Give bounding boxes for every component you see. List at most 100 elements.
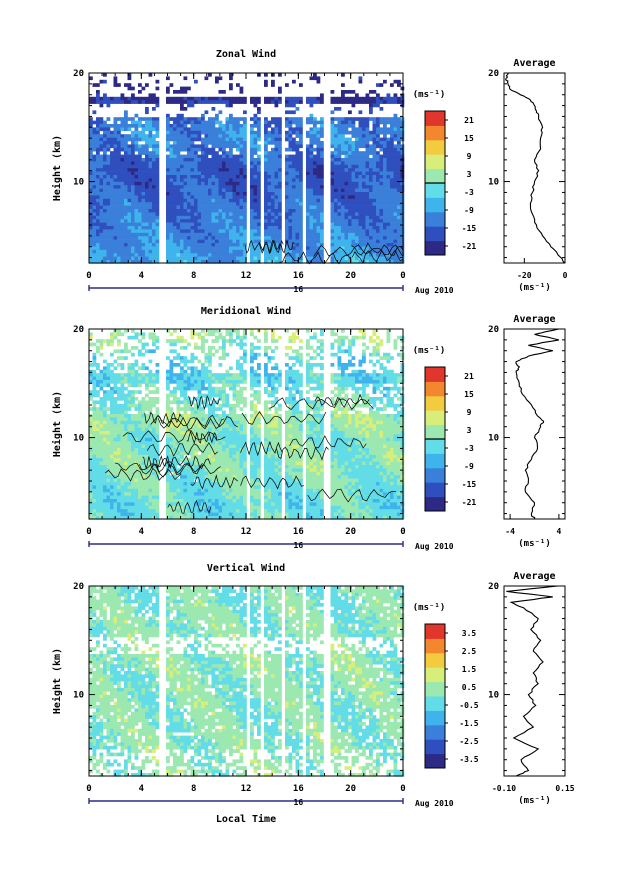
heatmap-cell [292,130,296,135]
heatmap-cell [152,397,156,401]
heatmap-cell [225,178,230,183]
heatmap-cell [110,475,114,479]
heatmap-cell [131,100,135,104]
heatmap-cell [99,134,104,138]
heatmap-cell [103,461,107,466]
heatmap-cell [232,175,237,179]
heatmap-cell [215,246,219,251]
heatmap-cell [110,134,114,138]
heatmap-cell [369,192,373,196]
heatmap-cell [148,359,153,364]
heatmap-cell [267,205,272,210]
heatmap-cell [96,448,100,452]
heatmap-cell [155,232,160,237]
heatmap-cell [152,448,156,452]
heatmap-cell [166,239,170,244]
heatmap-cell [166,229,170,234]
heatmap-cell [386,232,391,237]
heatmap-cell [120,117,125,121]
heatmap-cell [134,260,139,264]
heatmap-cell [148,236,153,240]
heatmap-cell [386,130,391,135]
heatmap-cell [376,154,380,159]
heatmap-cell [306,171,310,176]
heatmap-cell [194,124,198,128]
heatmap-cell [173,236,177,240]
heatmap-cell [299,212,303,217]
heatmap-cell [92,154,97,159]
heatmap-cell [155,441,160,445]
heatmap-cell [124,226,128,230]
heatmap-cell [225,253,230,257]
heatmap-cell [110,488,114,493]
heatmap-cell [99,383,104,388]
heatmap-cell [393,236,398,240]
heatmap-cell [183,161,188,166]
heatmap-cell [201,117,205,121]
heatmap-cell [288,256,293,261]
heatmap-cell [390,127,394,132]
heatmap-cell [299,141,303,145]
heatmap-cell [117,420,121,425]
heatmap-cell [369,171,373,176]
heatmap-cell [103,243,107,247]
heatmap-cell [278,205,282,210]
heatmap-cell [313,192,317,196]
heatmap-cell [92,407,97,411]
heatmap-cell [292,219,296,223]
heatmap-cell [187,154,191,159]
heatmap-cell [225,171,230,176]
heatmap-cell [169,117,174,121]
heatmap-cell [134,434,139,439]
heatmap-cell [176,256,181,261]
heatmap-cell [362,246,366,251]
heatmap-cell [131,369,135,374]
heatmap-cell [110,144,114,149]
heatmap-cell [152,417,156,422]
heatmap-cell [183,171,188,176]
heatmap-cell [103,79,107,84]
heatmap-cell [264,164,268,169]
heatmap-cell [92,222,97,227]
heatmap-cell [358,226,363,230]
heatmap-cell [285,198,289,203]
heatmap-cell [344,236,349,240]
heatmap-cell [141,427,146,432]
heatmap-cell [131,516,135,520]
heatmap-cell [393,246,398,251]
heatmap-cell [138,158,142,162]
heatmap-cell [145,205,149,210]
heatmap-cell [138,512,142,517]
heatmap-cell [106,195,111,200]
heatmap-cell [229,178,233,183]
heatmap-cell [96,175,100,179]
heatmap-cell [330,127,335,132]
heatmap-cell [197,226,202,230]
heatmap-cell [313,205,317,210]
heatmap-cell [152,431,156,435]
heatmap-cell [344,185,349,189]
heatmap-cell [169,188,174,193]
heatmap-cell [113,158,118,162]
heatmap-cell [197,96,202,101]
heatmap-cell [215,205,219,210]
heatmap-cell [131,485,135,490]
heatmap-cell [215,260,219,264]
heatmap-cell [299,151,303,155]
heatmap-cell [155,158,160,162]
heatmap-cell [313,202,317,206]
heatmap-cell [257,185,261,189]
heatmap-cell [96,90,100,94]
heatmap-cell [285,100,289,104]
heatmap-cell [397,147,401,152]
heatmap-cell [257,215,261,220]
heatmap-cell [131,93,135,98]
heatmap-cell [99,458,104,462]
heatmap-cell [169,236,174,240]
heatmap-cell [274,151,279,155]
heatmap-cell [127,417,132,422]
heatmap-cell [348,164,352,169]
heatmap-cell [229,86,233,91]
heatmap-cell [92,232,97,237]
heatmap-cell [316,127,321,132]
